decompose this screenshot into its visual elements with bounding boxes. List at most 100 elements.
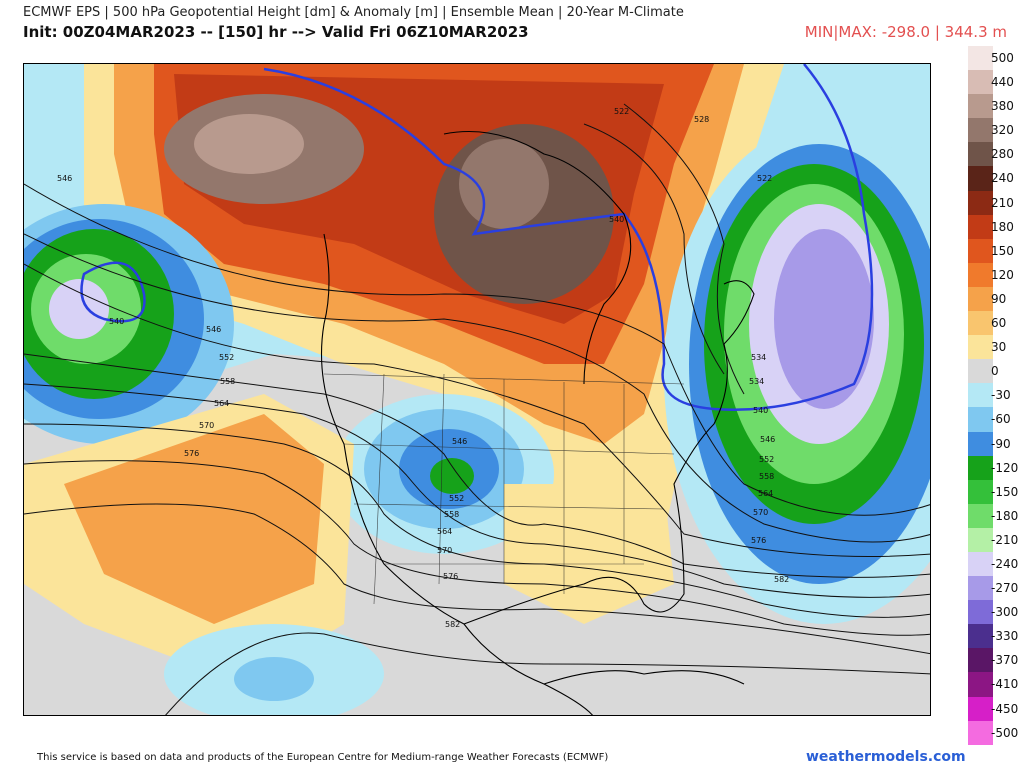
legend-swatch [968,46,993,71]
legend-swatch [968,94,993,119]
legend-entry: 120 [968,262,1024,287]
legend-label: 0 [991,359,1024,384]
legend-label-text: 90 [991,291,1007,306]
legend-entry: -90 [968,431,1024,456]
map-canvas: 522 528 522 540 540 546 546 552 558 564 … [24,64,930,715]
contour-label: 540 [609,215,624,224]
legend-entry: -180 [968,503,1024,528]
legend-label: -240 [991,551,1024,577]
legend-swatch [968,455,993,480]
legend-swatch [968,214,993,239]
legend-entry: 280 [968,142,1024,167]
legend-label-text: -500 [991,725,1019,740]
contour-label: 558 [220,377,235,386]
legend-label: -180 [991,503,1024,528]
legend-label-text: 120 [991,267,1014,282]
legend-entry: -370 [968,648,1024,673]
contour-540-pacific [80,261,146,323]
contour-label: 576 [184,449,199,458]
legend-label-text: 320 [991,123,1014,138]
legend-label: 180 [991,214,1024,239]
political-borders [323,373,685,605]
contour-label: 564 [758,489,773,498]
legend-swatch [968,527,993,552]
legend-swatch [968,286,993,312]
legend-entry: 30 [968,335,1024,360]
contour-label: 564 [214,399,229,408]
legend-label: -300 [991,600,1024,625]
legend-label: -370 [991,648,1024,673]
legend-entry: 180 [968,214,1024,239]
legend-label: 320 [991,118,1024,143]
legend-label: -90 [991,431,1024,456]
legend-label-text: -240 [991,556,1019,571]
contour-label: 540 [109,317,124,326]
legend-label: 440 [991,70,1024,95]
legend-entry: -410 [968,672,1024,697]
contour-label: 552 [219,353,234,362]
legend-label: -30 [991,383,1024,408]
contour-label: 570 [753,508,768,517]
legend-entry: -270 [968,576,1024,601]
contour-540-arctic [263,64,874,411]
legend-label-text: -210 [991,532,1019,547]
brand-link[interactable]: weathermodels.com [806,749,966,765]
contour-label: 534 [751,353,766,362]
legend-label-text: -270 [991,581,1019,596]
legend-label-text: 60 [991,316,1007,331]
legend-entry: 150 [968,238,1024,263]
legend-swatch [968,142,993,167]
legend-label-text: -120 [991,460,1019,475]
legend-label: 240 [991,166,1024,191]
legend-swatch [968,600,993,625]
legend-label-text: 500 [991,51,1014,65]
legend-entry: 210 [968,190,1024,215]
contour-label: 546 [57,174,72,183]
legend-label: -500 [991,720,1024,745]
legend-label-text: -90 [991,436,1011,451]
legend-swatch [968,479,993,504]
legend-swatch [968,190,993,215]
legend-label-text: -410 [991,677,1019,692]
contour-label: 558 [444,510,459,519]
legend-entry: -450 [968,696,1024,721]
contour-label: 582 [445,620,460,629]
init-valid-line: Init: 00Z04MAR2023 -- [150] hr --> Valid… [23,23,529,41]
contour-label: 546 [452,437,467,446]
legend-entry: 380 [968,94,1024,119]
legend-label: 90 [991,286,1024,312]
legend-entry: 440 [968,70,1024,95]
legend-swatch [968,407,993,432]
legend-label: 120 [991,262,1024,287]
legend-label: -120 [991,455,1024,480]
anomaly-sw-green [430,458,474,494]
legend-swatch [968,166,993,191]
legend-label: -410 [991,672,1024,697]
contour-label: 546 [206,325,221,334]
legend-label-text: -30 [991,388,1011,403]
anomaly-pacific-lavender [49,279,109,339]
legend-swatch [968,648,993,673]
chart-title-line: ECMWF EPS | 500 hPa Geopotential Height … [23,5,684,20]
legend-entry: 60 [968,311,1024,336]
anomaly-atlantic-purple [774,229,874,409]
legend-entry: -300 [968,600,1024,625]
legend-label-text: 30 [991,340,1007,355]
legend-swatch [968,262,993,287]
contour-label: 576 [443,572,458,581]
contour-label: 564 [437,527,452,536]
legend-entry: -150 [968,479,1024,504]
legend-entry: -60 [968,407,1024,432]
legend-label: -270 [991,576,1024,601]
legend-label-text: -60 [991,412,1011,427]
legend-entry: 90 [968,286,1024,312]
legend-label: 30 [991,335,1024,360]
contour-label: 558 [759,472,774,481]
color-legend: 500 440 380 320 280 240 210 180 150 120 90 60 30 0 -30… [968,46,1024,745]
height-contours [24,103,930,715]
legend-entry: -240 [968,551,1024,577]
legend-swatch [968,672,993,697]
legend-swatch [968,335,993,360]
legend-label: 280 [991,142,1024,167]
anomaly-brown-west-core [194,114,304,174]
